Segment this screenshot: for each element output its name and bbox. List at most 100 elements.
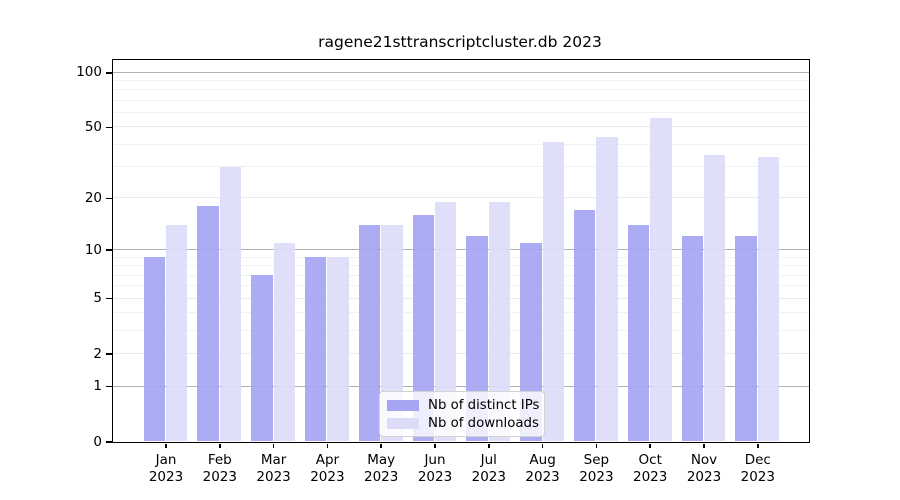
x-month-year: 2023 xyxy=(310,468,345,485)
gridline xyxy=(113,143,809,145)
bar-distinct-ips xyxy=(735,236,757,442)
y-tick-mark xyxy=(105,71,112,74)
x-month-name: Jan xyxy=(155,452,177,468)
x-month-label: Mar 2023 xyxy=(244,452,304,485)
gridline xyxy=(113,197,809,199)
x-tick-mark xyxy=(326,443,329,448)
gridline xyxy=(113,353,809,355)
bar-downloads xyxy=(650,118,672,442)
x-month-label: Nov 2023 xyxy=(674,452,734,485)
chart-title: ragene21sttranscriptcluster.db 2023 xyxy=(318,33,602,51)
gridline xyxy=(113,256,809,258)
x-month-year: 2023 xyxy=(364,468,399,485)
legend-swatch-distinct-ips xyxy=(387,400,419,412)
legend-item-downloads: Nb of downloads xyxy=(387,415,539,433)
x-month-name: Dec xyxy=(744,452,771,468)
bar-distinct-ips xyxy=(466,236,488,442)
x-month-name: Jul xyxy=(480,452,497,468)
legend-item-distinct-ips: Nb of distinct IPs xyxy=(387,397,540,415)
y-tick-mark xyxy=(105,197,112,200)
gridline xyxy=(113,166,809,168)
gridline xyxy=(113,112,809,114)
legend-label-distinct-ips: Nb of distinct IPs xyxy=(428,398,540,414)
x-month-year: 2023 xyxy=(686,468,722,485)
gridline xyxy=(113,99,809,101)
y-tick-mark xyxy=(105,297,112,300)
x-tick-mark xyxy=(541,443,544,448)
y-tick-label: 20 xyxy=(84,189,102,206)
bar-distinct-ips xyxy=(251,275,273,442)
bar-downloads xyxy=(219,166,242,442)
gridline xyxy=(113,297,809,299)
x-month-year: 2023 xyxy=(633,468,668,485)
x-month-label: Jun 2023 xyxy=(405,452,465,485)
x-month-name: Apr xyxy=(315,452,340,468)
x-tick-mark xyxy=(757,443,759,448)
x-month-label: May 2023 xyxy=(351,452,411,485)
bar-downloads xyxy=(596,136,618,442)
bar-downloads xyxy=(704,154,726,442)
y-tick-label: 50 xyxy=(84,118,102,135)
gridline xyxy=(113,126,809,128)
plot-area xyxy=(112,59,810,443)
bar-downloads xyxy=(757,157,780,442)
gridline xyxy=(113,285,809,287)
x-month-name: Aug xyxy=(529,452,556,468)
x-month-label: Oct 2023 xyxy=(620,452,680,485)
x-month-year: 2023 xyxy=(579,468,614,485)
gridline xyxy=(113,312,809,314)
bar-downloads xyxy=(327,257,349,442)
gridline xyxy=(113,330,809,332)
x-month-year: 2023 xyxy=(471,468,506,485)
x-month-year: 2023 xyxy=(417,468,453,485)
gridline xyxy=(113,71,809,73)
x-month-label: Jul 2023 xyxy=(459,452,519,485)
x-tick-mark xyxy=(434,443,436,448)
x-month-label: Jan 2023 xyxy=(136,452,196,485)
y-tick-label: 100 xyxy=(76,64,102,81)
x-month-name: May xyxy=(367,452,396,468)
y-tick-label: 10 xyxy=(84,241,102,258)
bar-downloads xyxy=(488,201,511,442)
gridline xyxy=(113,80,809,82)
bar-downloads xyxy=(381,224,403,442)
x-tick-mark xyxy=(272,443,275,448)
x-month-year: 2023 xyxy=(256,468,291,485)
x-tick-mark xyxy=(703,443,705,448)
y-tick-mark xyxy=(105,126,112,129)
gridline xyxy=(113,265,809,267)
y-tick-mark xyxy=(105,249,112,251)
bar-downloads xyxy=(435,201,457,442)
x-month-name: Nov xyxy=(690,452,718,468)
x-month-label: Feb 2023 xyxy=(190,452,250,485)
bar-distinct-ips xyxy=(574,210,596,442)
gridline xyxy=(113,89,809,91)
y-tick-mark xyxy=(105,441,112,443)
x-month-year: 2023 xyxy=(525,468,560,485)
y-tick-label: 2 xyxy=(93,345,102,362)
x-month-name: Feb xyxy=(207,452,232,468)
bar-downloads xyxy=(542,142,564,442)
x-month-label: Apr 2023 xyxy=(297,452,357,485)
x-tick-mark xyxy=(219,443,221,448)
x-tick-mark xyxy=(595,443,598,448)
x-tick-mark xyxy=(649,443,651,448)
legend-swatch-downloads xyxy=(387,417,419,429)
bar-distinct-ips xyxy=(143,257,165,442)
y-tick-mark xyxy=(105,385,112,388)
y-tick-label: 0 xyxy=(93,433,102,450)
bar-distinct-ips xyxy=(197,205,219,442)
y-tick-label: 5 xyxy=(93,290,102,307)
x-month-name: Oct xyxy=(638,452,662,468)
x-month-name: Jun xyxy=(424,452,446,468)
x-month-year: 2023 xyxy=(148,468,184,485)
bar-distinct-ips xyxy=(627,224,650,442)
x-month-label: Aug 2023 xyxy=(513,452,573,485)
x-month-name: Sep xyxy=(583,452,610,468)
x-tick-mark xyxy=(380,443,382,448)
x-month-year: 2023 xyxy=(202,468,237,485)
gridline xyxy=(113,385,809,387)
bar-downloads xyxy=(273,242,295,442)
legend-label-downloads: Nb of downloads xyxy=(428,415,539,431)
x-month-year: 2023 xyxy=(740,468,775,485)
